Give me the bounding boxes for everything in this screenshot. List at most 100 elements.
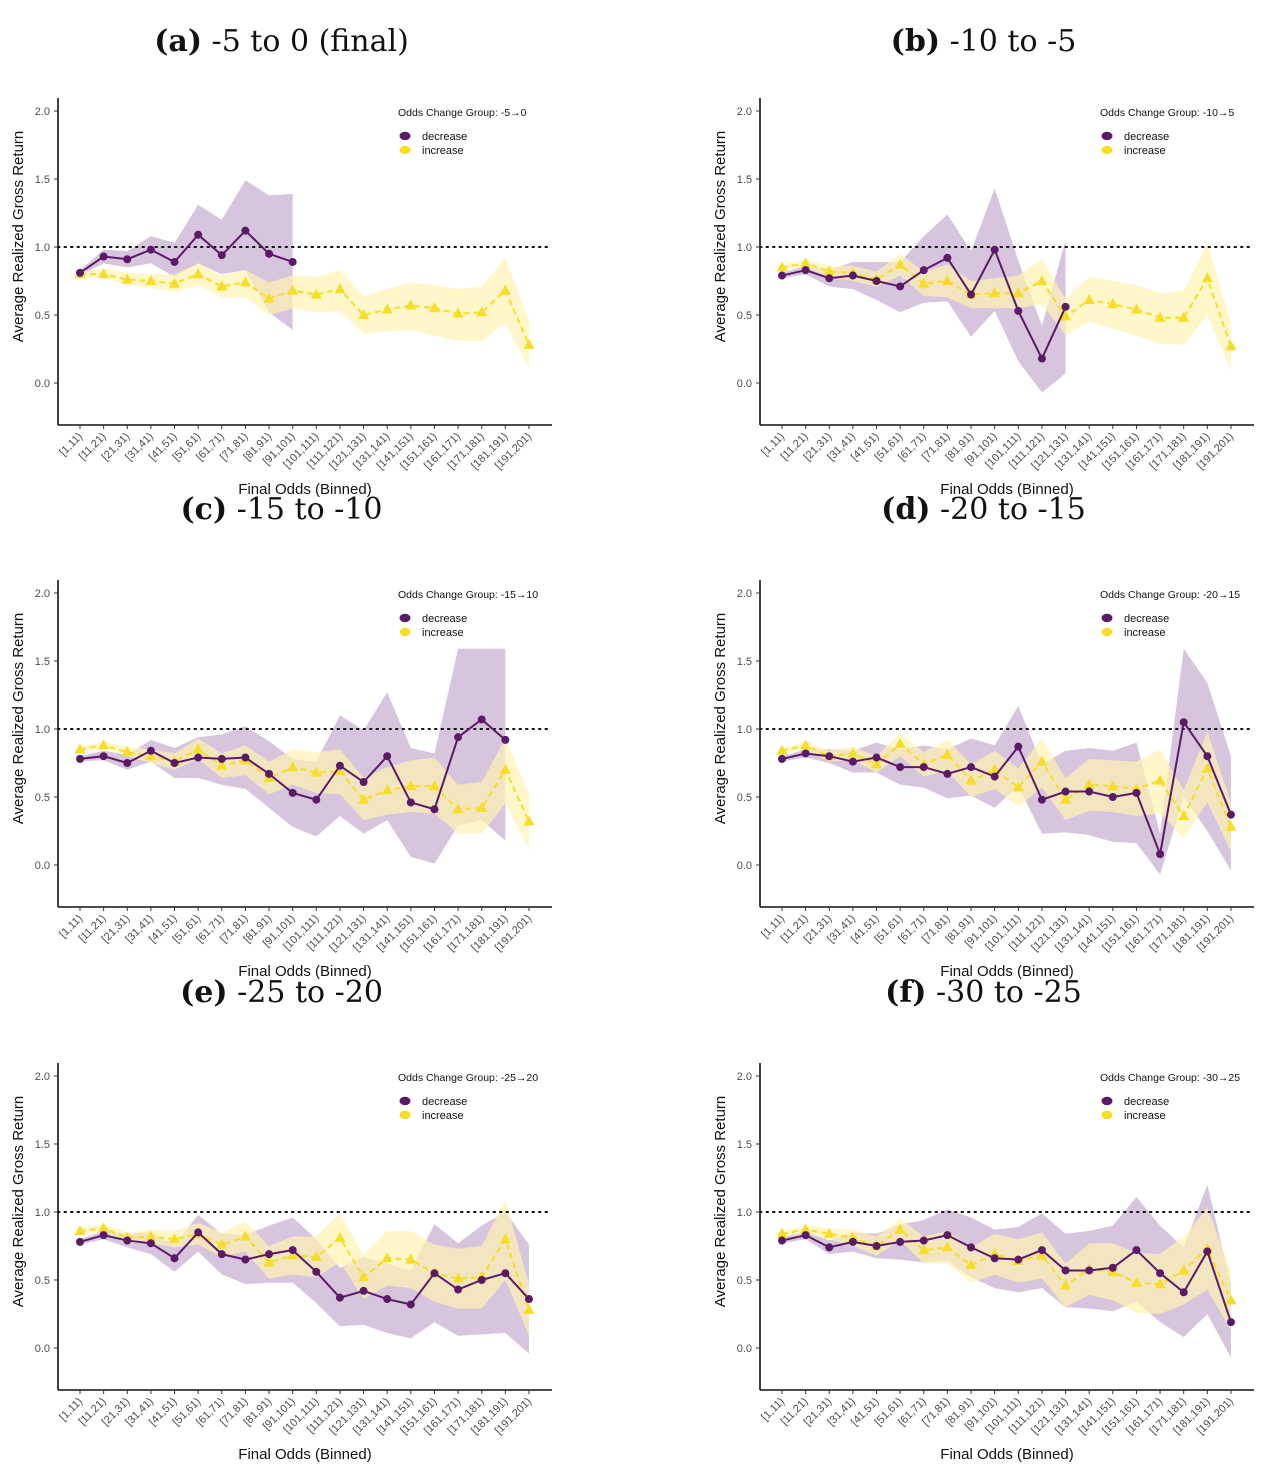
decrease-point [967,763,976,772]
decrease-point [1179,1288,1188,1297]
legend-title: Odds Change Group: -10→5 [1100,107,1234,119]
x-axis-title: Final Odds (Binned) [238,963,371,980]
y-tick-label: 0.0 [35,378,50,390]
legend: Odds Change Group: -10→5 decrease increase [1100,107,1234,157]
increase-point [310,1250,322,1261]
decrease-point [76,1237,84,1246]
increase-point [358,309,370,319]
increase-point [428,780,440,791]
decrease-point [170,257,179,266]
legend-title: Odds Change Group: -20→15 [1100,589,1240,601]
decrease-point [524,1295,533,1304]
increase-point [894,1223,906,1234]
increase-point [1036,755,1048,766]
y-tick-label: 1.5 [35,1139,50,1151]
decrease-point [265,769,274,778]
increase-point [800,257,812,268]
increase-legend-label: increase [422,1110,464,1122]
increase-point [145,750,157,761]
decrease-point [288,1246,297,1255]
increase-point [1154,774,1166,785]
decrease-point [778,754,786,763]
decrease-confidence-band [80,180,293,330]
decrease-point [848,757,857,766]
y-tick-label: 1.5 [35,174,50,186]
increase-confidence-band [782,731,1231,852]
increase-legend-key [1101,627,1113,637]
chart-plot: 0.00.51.01.52.0[1,11)[11,21)[21,31)[31,4… [712,580,1255,980]
decrease-legend-label: decrease [1124,131,1169,143]
decrease-point [454,1285,463,1294]
increase-point [216,280,228,291]
legend: Odds Change Group: -20→15 decrease increas… [1100,589,1240,639]
y-tick-label: 0.5 [737,310,752,322]
decrease-point [312,1267,321,1276]
increase-point [452,307,464,318]
panel-title-text: -10 to -5 [940,24,1077,59]
increase-point [476,801,488,812]
increase-point [98,268,110,279]
increase-point [428,302,440,313]
panel-title-text: -15 to -10 [227,492,383,527]
y-tick-label: 0.0 [35,1343,50,1355]
decrease-legend-label: decrease [1124,1096,1169,1108]
increase-point [1201,272,1213,283]
decrease-point [896,1237,905,1246]
decrease-point [825,1243,834,1252]
decrease-point [967,290,976,299]
y-tick-label: 1.5 [35,656,50,668]
decrease-point [123,759,132,767]
decrease-point [1014,306,1023,315]
increase-point [523,815,535,826]
decrease-point [146,746,155,755]
decrease-point [241,226,250,235]
legend: Odds Change Group: -5→0 decrease increase [398,107,527,157]
decrease-point [288,788,297,797]
decrease-point [1156,850,1165,859]
decrease-point [990,772,999,781]
y-tick-label: 0.0 [35,860,50,872]
increase-point [800,739,812,750]
decrease-point [477,1276,486,1284]
increase-point [499,284,511,295]
increase-point [334,1231,346,1242]
increase-point [1083,778,1095,789]
y-tick-label: 1.0 [35,242,50,254]
decrease-point [848,271,857,280]
decrease-point [477,715,486,724]
increase-point [239,276,251,287]
increase-point [941,748,953,759]
y-axis-title: Average Realized Gross Return [10,1096,27,1308]
decrease-point [383,1295,392,1304]
decrease-point [896,282,905,291]
decrease-point [1132,1246,1141,1255]
chart-panel: (b) -10 to -5 0.0 0.5 1.0 1.5 2.0 [1,11) [11,21… [702,0,1263,498]
decrease-point [1226,1318,1235,1327]
panel-title: (b) -10 to -5 [702,24,1263,59]
increase-point [287,284,299,295]
decrease-point [241,1255,250,1264]
decrease-point [801,266,810,275]
increase-point [776,1227,788,1238]
panel-label: (c) [180,492,228,527]
y-tick-label: 0.5 [35,792,50,804]
decrease-point [990,1254,999,1263]
increase-point [523,1303,535,1314]
decrease-point [1014,742,1023,751]
increase-point [1012,781,1024,792]
increase-legend-label: increase [422,627,464,639]
increase-legend-key [1101,145,1113,155]
increase-point [121,273,133,284]
chart-plot: 0.00.51.01.52.0[1,11)[11,21)[21,31)[31,4… [10,1063,553,1463]
increase-point [405,299,417,310]
increase-point [1201,762,1213,773]
decrease-point [288,257,297,266]
increase-point [1225,340,1237,351]
decrease-point [359,1286,368,1295]
increase-point [1154,1278,1166,1289]
decrease-point [335,761,344,770]
increase-point [1036,1249,1048,1260]
legend: Odds Change Group: -15→10 decrease increas… [398,589,538,639]
decrease-point [265,249,274,258]
decrease-point [1132,788,1141,797]
